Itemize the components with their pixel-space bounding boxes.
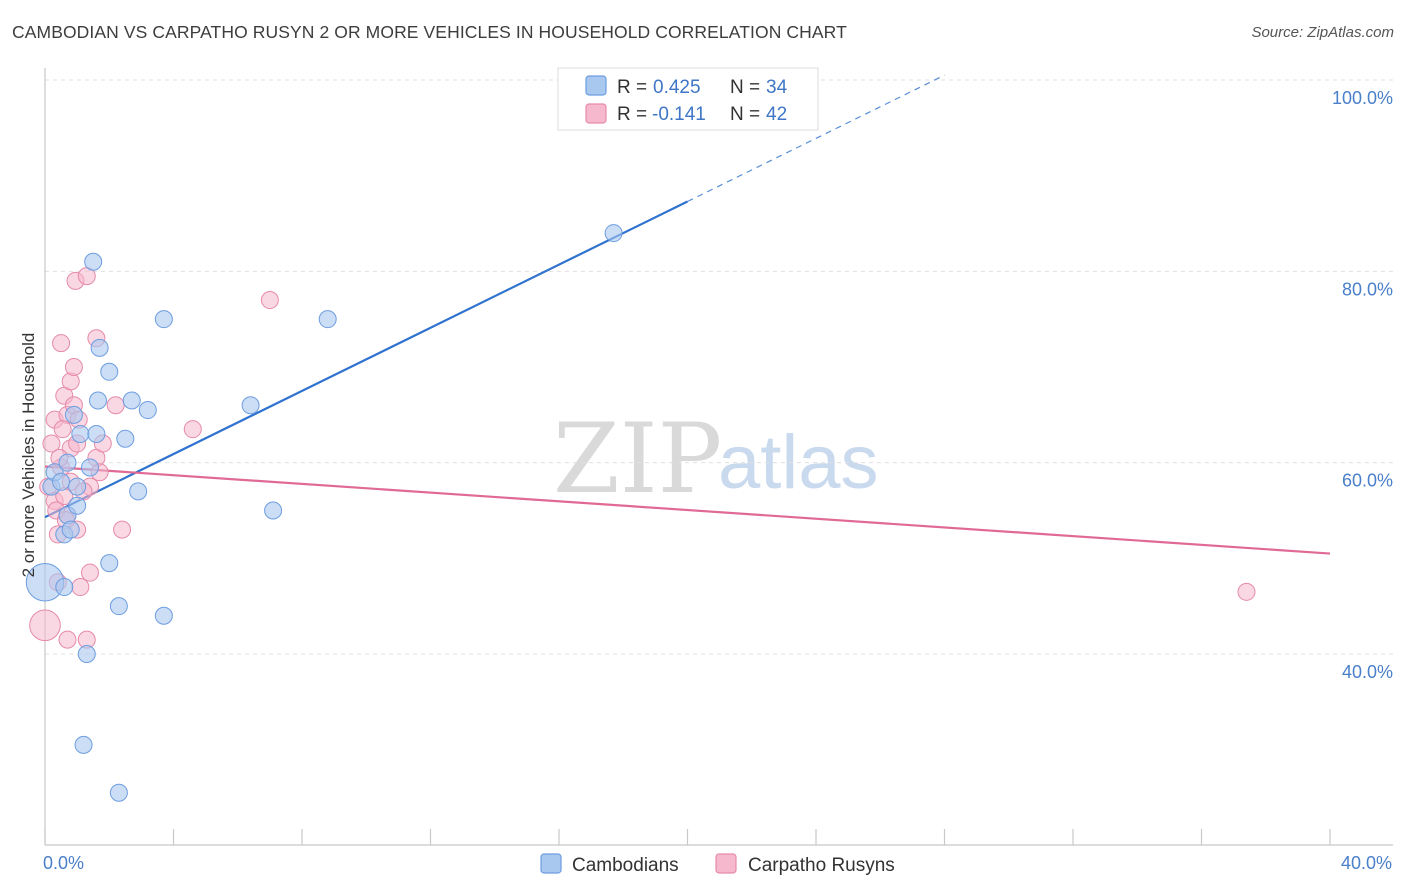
legend-r-value-2: -0.141	[652, 104, 706, 125]
cambodians-point	[90, 338, 109, 357]
rusyn-point	[29, 609, 61, 642]
cambodians-point	[87, 424, 106, 443]
stats-legend: R = 0.425 N = 34 R = -0.141 N = 42	[557, 67, 819, 131]
cambodians-point	[604, 224, 623, 243]
cambodians-point	[154, 606, 173, 625]
bottom-legend-cambodians: Cambodians	[572, 855, 679, 876]
rusyn-point	[52, 334, 71, 353]
rusyn-trend-line	[44, 465, 1331, 555]
cambodians-point	[138, 401, 157, 420]
legend-n-value-1: 34	[766, 77, 788, 98]
source-credit: Source: ZipAtlas.com	[1251, 24, 1394, 41]
rusyn-point	[42, 434, 61, 453]
y-tick-label: 60.0%	[1342, 471, 1393, 491]
watermark-zip: ZIP	[553, 403, 722, 515]
cambodians-point	[122, 391, 141, 410]
rusyn-point	[183, 420, 202, 439]
cambodians-trend-line	[44, 200, 688, 519]
rusyn-point	[113, 520, 132, 539]
bottom-swatch-rusyn	[715, 853, 737, 874]
cambodians-point	[89, 391, 108, 410]
legend-swatch-rusyn	[585, 103, 607, 124]
cambodians-point	[116, 429, 135, 448]
rusyn-point	[53, 420, 72, 439]
cambodians-point	[154, 310, 173, 329]
x-tick-labels: 0.0% 40.0%	[43, 853, 1392, 873]
cambodians-point	[64, 405, 83, 424]
legend-n-label-1: N =	[730, 77, 760, 98]
cambodians-point	[71, 424, 90, 443]
trend-lines	[44, 74, 1331, 555]
y-tick-label: 100.0%	[1332, 88, 1393, 108]
y-tick-labels: 40.0% 60.0% 80.0% 100.0%	[1332, 88, 1393, 682]
legend-n-value-2: 42	[766, 104, 787, 125]
cambodians-point	[61, 520, 80, 539]
cambodians-point	[80, 458, 99, 477]
cambodians-point	[100, 554, 119, 573]
cambodians-point	[52, 472, 71, 491]
cambodians-point	[318, 310, 337, 329]
cambodians-point	[74, 735, 93, 754]
legend-n-label-2: N =	[730, 104, 760, 125]
cambodians-point	[264, 501, 283, 520]
cambodians-point	[109, 597, 128, 616]
cambodians-point	[129, 482, 148, 501]
legend-r-label-1: R =	[617, 77, 647, 98]
chart-title: CAMBODIAN VS CARPATHO RUSYN 2 OR MORE VE…	[12, 22, 847, 42]
cambodians-point	[109, 783, 128, 802]
cambodians-point	[100, 362, 119, 381]
x-tick-label: 40.0%	[1341, 853, 1392, 873]
rusyn-point	[71, 578, 90, 597]
cambodians-point	[241, 396, 260, 415]
cambodians-point	[84, 252, 103, 271]
cambodians-point	[68, 496, 87, 515]
rusyn-point	[58, 630, 77, 649]
rusyn-point	[64, 358, 83, 376]
cambodians-point	[55, 578, 74, 597]
y-axis-title: 2 or more Vehicles in Household	[19, 333, 38, 578]
grid-lines	[45, 79, 1393, 655]
rusyn-point	[1237, 582, 1256, 601]
legend-r-value-1: 0.425	[653, 77, 701, 98]
y-tick-label: 40.0%	[1342, 662, 1393, 682]
rusyn-point	[80, 563, 99, 582]
legend-r-label-2: R =	[617, 104, 647, 125]
x-tick-label: 0.0%	[43, 853, 84, 873]
axes	[44, 68, 1393, 846]
cambodians-point	[58, 453, 77, 472]
data-points	[25, 224, 1256, 802]
cambodians-point	[77, 645, 96, 663]
y-tick-label: 80.0%	[1342, 279, 1393, 299]
rusyn-point	[260, 291, 279, 310]
bottom-swatch-cambodians	[540, 853, 562, 874]
cambodians-point	[68, 477, 87, 496]
legend-swatch-cambodians	[585, 75, 607, 96]
rusyn-point	[106, 396, 125, 415]
cambodians-trend-extension	[687, 74, 945, 203]
series-legend: Cambodians Carpatho Rusyns	[540, 853, 895, 876]
bottom-legend-rusyn: Carpatho Rusyns	[748, 855, 895, 876]
